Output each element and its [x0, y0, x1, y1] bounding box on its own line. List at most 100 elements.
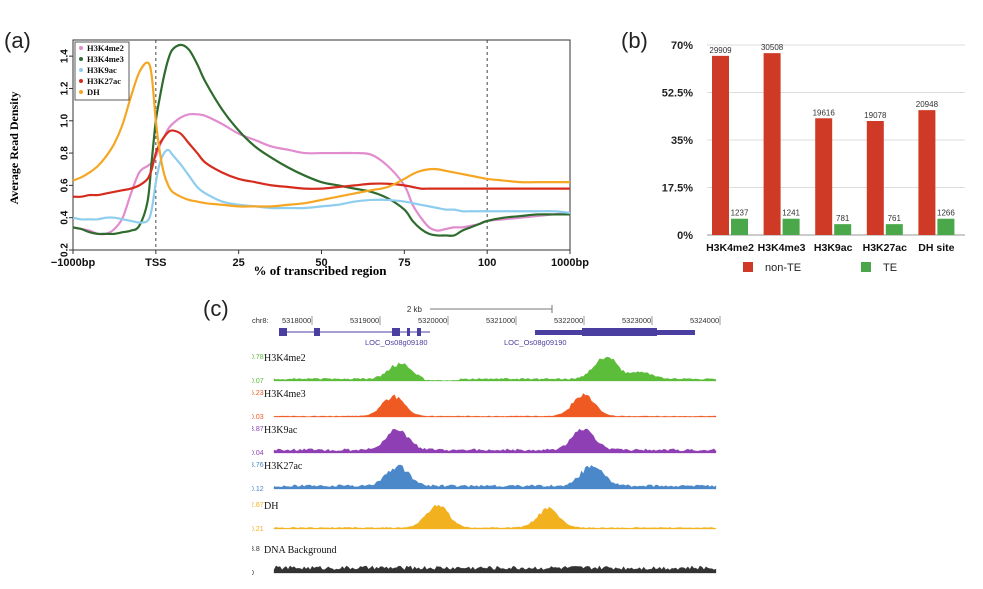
- coord-label: 5318000: [282, 316, 311, 325]
- gene-exon: [392, 328, 400, 336]
- track-max-label: 2.67: [252, 502, 264, 509]
- x-tick-label: −1000bp: [51, 257, 96, 269]
- bar-te: [731, 218, 748, 235]
- track-min-label: 0.04: [252, 450, 264, 457]
- series-line-h3k4me2: [72, 112, 571, 236]
- legend-marker: [79, 68, 83, 72]
- bar-data-label: 761: [888, 214, 902, 223]
- coord-label: 5323000: [622, 316, 651, 325]
- track-max-label: 5.23: [252, 390, 264, 397]
- panel-label-a: (a): [4, 28, 31, 53]
- line-chart-read-density: Average Read Density % of transcribed re…: [7, 39, 589, 278]
- track-name: H3K27ac: [264, 461, 303, 472]
- x-category-label: H3K4me2: [706, 242, 754, 254]
- coord-label: 5324000: [690, 316, 719, 325]
- legend-label: H3K4me3: [87, 54, 124, 64]
- track-signal-h3k4me2: [273, 356, 717, 382]
- track-name: H3K9ac: [264, 425, 298, 436]
- track-min-label: 0.03: [252, 414, 264, 421]
- legend-box: [74, 41, 130, 101]
- x-category-label: H3K4me3: [758, 242, 806, 254]
- coord-label: 5321000: [486, 316, 515, 325]
- bar-data-label: 20948: [916, 100, 939, 109]
- legend-label: non-TE: [765, 262, 801, 274]
- panel-label-c: (c): [203, 296, 229, 321]
- gene-exon: [279, 328, 287, 336]
- series-line-h3k4me3: [72, 43, 570, 237]
- bar-non-te: [918, 110, 936, 235]
- legend-label: H3K4me2: [87, 43, 124, 53]
- gene-exon: [417, 328, 421, 336]
- track-min-label: 0: [252, 570, 254, 577]
- y-tick-label: 0.2: [60, 243, 71, 257]
- legend-label: H3K9ac: [87, 65, 117, 75]
- y-tick-label: 0%: [677, 230, 693, 242]
- gene-label: LOC_Os08g09180: [365, 338, 428, 347]
- x-category-label: H3K27ac: [863, 242, 908, 254]
- coord-label: 5322000: [554, 316, 583, 325]
- legend-marker: [79, 57, 83, 61]
- legend-marker: [79, 79, 83, 83]
- y-tick-label: 70%: [671, 40, 693, 52]
- bar-data-label: 19078: [864, 111, 887, 120]
- track-name: DNA Background: [264, 545, 337, 556]
- bar-te: [885, 224, 903, 235]
- legend-marker: [79, 90, 83, 94]
- track-max-label: 0.78: [252, 354, 264, 361]
- scale-label: 2 kb: [407, 305, 423, 314]
- y-tick-label: 0.6: [60, 178, 71, 192]
- bar-te: [834, 224, 852, 235]
- y-tick-label: 17.5%: [662, 183, 693, 195]
- y-tick-label: 0.4: [60, 210, 71, 224]
- bar-data-label: 781: [836, 214, 850, 223]
- track-min-label: 0.21: [252, 526, 264, 533]
- genome-browser-tracks: 2 kb chr8: 5318000 5319000 5320000 5321000 532…: [252, 305, 721, 577]
- legend-swatch: [743, 262, 753, 272]
- track-name: DH: [264, 501, 278, 512]
- x-tick-label: 25: [233, 257, 245, 269]
- y-tick-label: 1.0: [60, 113, 71, 127]
- track-max-label: 3.87: [252, 426, 264, 433]
- track-min-label: 0.07: [252, 378, 264, 385]
- panel-label-b: (b): [621, 28, 648, 53]
- x-axis-label: % of transcribed region: [254, 263, 388, 278]
- bar-chart-te-counts: 0% 17.5% 35% 52.5% 70% 29909 1237 H3K4me2 30508 1…: [662, 40, 965, 274]
- track-min-label: 0.12: [252, 486, 264, 493]
- bar-data-label: 1237: [731, 209, 749, 218]
- track-signal-h3k9ac: [273, 428, 717, 454]
- legend-marker: [79, 46, 83, 50]
- chrom-label: chr8:: [252, 316, 269, 325]
- bar-data-label: 1266: [937, 209, 955, 218]
- legend-label: DH: [87, 87, 100, 97]
- x-tick-label: 50: [315, 257, 327, 269]
- bar-data-label: 30508: [761, 43, 784, 52]
- x-tick-label: TSS: [145, 257, 166, 269]
- coord-label: 5320000: [418, 316, 447, 325]
- series-line-dh: [72, 61, 570, 208]
- legend-label: TE: [883, 262, 897, 274]
- gene-exon: [407, 328, 410, 336]
- track-signal-dna-background: [273, 565, 717, 574]
- bar-non-te: [815, 118, 833, 235]
- x-tick-label: 100: [478, 257, 496, 269]
- gene-exon: [582, 328, 657, 336]
- x-category-label: H3K9ac: [814, 242, 853, 254]
- bar-non-te: [763, 53, 781, 236]
- coord-label: 5319000: [350, 316, 379, 325]
- y-tick-label: 35%: [671, 135, 693, 147]
- gene-label: LOC_Os08g09190: [504, 338, 567, 347]
- x-tick-label: 75: [398, 257, 410, 269]
- series-line-h3k27ac: [72, 129, 570, 198]
- bar-te: [937, 218, 955, 235]
- bar-data-label: 29909: [709, 46, 732, 55]
- track-max-label: 3.8: [252, 546, 260, 553]
- bar-data-label: 19616: [813, 108, 836, 117]
- bar-data-label: 1241: [782, 209, 800, 218]
- bar-non-te: [866, 121, 884, 235]
- legend-label: H3K27ac: [87, 76, 121, 86]
- track-name: H3K4me2: [264, 353, 306, 364]
- y-tick-label: 1.4: [60, 49, 71, 63]
- bar-te: [782, 218, 800, 235]
- x-tick-label: 1000bp: [551, 257, 589, 269]
- series-line-h3k9ac: [72, 148, 571, 224]
